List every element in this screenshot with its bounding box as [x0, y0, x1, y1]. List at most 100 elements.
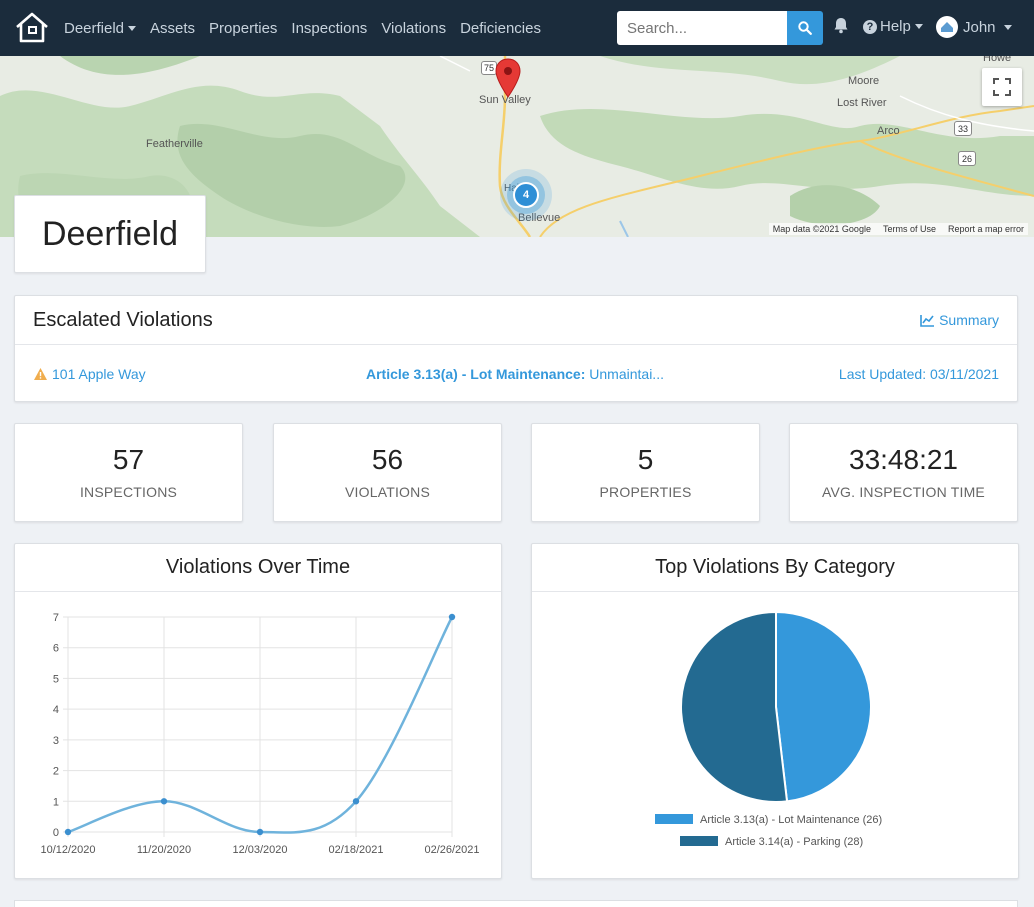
- map-place-label: Lost River: [837, 97, 887, 109]
- nav-item-label: Deficiencies: [460, 19, 541, 37]
- warning-icon: [34, 367, 47, 380]
- x-tick-label: 02/26/2021: [424, 844, 479, 856]
- violation-description: Unmaintai...: [589, 365, 664, 382]
- nav-item-label: Properties: [209, 19, 278, 37]
- violation-address: 101 Apple Way: [52, 365, 146, 382]
- card-title: Escalated Violations: [33, 308, 213, 331]
- route-shield: 26: [958, 151, 976, 166]
- question-circle-icon: ?: [863, 19, 877, 34]
- user-label: John: [963, 18, 996, 36]
- violations-over-time-card: Violations Over Time 0 1 2 3 4 5 6 7 10/12/2020 1…: [14, 543, 502, 879]
- map-cluster[interactable]: 4: [500, 169, 552, 221]
- pie-chart: Article 3.13(a) - Lot Maintenance (26) Ar…: [655, 610, 882, 848]
- nav-item-deficiencies[interactable]: Deficiencies: [460, 20, 541, 37]
- map-place-label: Bellevue: [518, 212, 561, 224]
- summary-label: Summary: [939, 312, 999, 328]
- escalated-violations-card: Escalated Violations Summary 101 Apple W…: [14, 295, 1018, 402]
- stat-label: AVG. INSPECTION TIME: [822, 484, 985, 500]
- map-place-label: Sun Valley: [479, 94, 531, 106]
- search-bar: [617, 11, 823, 45]
- map-footer: Map data ©2021 Google Terms of Use Repor…: [768, 223, 1028, 235]
- route-shield: 33: [954, 121, 972, 136]
- bell-icon[interactable]: [832, 16, 850, 34]
- user-menu[interactable]: John: [936, 16, 1012, 38]
- x-tick-label: 11/20/2020: [137, 844, 191, 856]
- nav-item-label: Violations: [381, 19, 447, 37]
- stat-value: 5: [637, 444, 654, 475]
- stat-label: VIOLATIONS: [345, 484, 430, 500]
- page-title: Deerfield: [14, 195, 206, 273]
- chevron-down-icon: [1003, 24, 1012, 30]
- chevron-down-icon: [914, 24, 923, 29]
- pie-slice[interactable]: [775, 610, 872, 803]
- x-tick-label: 10/12/2020: [40, 844, 95, 856]
- map-place-label: Arco: [877, 125, 900, 137]
- violation-article: Article 3.13(a) - Lot Maintenance:: [366, 365, 586, 382]
- x-tick-label: 02/18/2021: [328, 844, 383, 856]
- nav-item-label: Assets: [150, 19, 196, 37]
- nav-item-inspections[interactable]: Inspections: [291, 20, 367, 37]
- y-tick-label: 4: [53, 704, 59, 716]
- line-chart: 0 1 2 3 4 5 6 7 10/12/2020 11/20/2020 12/03/2020 02…: [40, 612, 479, 856]
- fullscreen-button[interactable]: [982, 68, 1022, 106]
- x-tick-label: 12/03/2020: [232, 844, 287, 856]
- terms-link[interactable]: Terms of Use: [882, 224, 936, 234]
- legend-label: Article 3.13(a) - Lot Maintenance (26): [700, 814, 882, 826]
- y-tick-label: 7: [53, 612, 59, 624]
- data-point[interactable]: [352, 798, 360, 805]
- stat-card-avg-inspection-time: 33:48:21 AVG. INSPECTION TIME: [789, 423, 1018, 522]
- map-place-label: Howe: [983, 56, 1012, 64]
- violation-row[interactable]: 101 Apple Way Article 3.13(a) - Lot Main…: [15, 345, 1017, 402]
- nav-item-violations[interactable]: Violations: [381, 20, 446, 37]
- help-menu[interactable]: ? Help: [863, 18, 923, 35]
- y-tick-label: 1: [53, 796, 59, 808]
- data-point[interactable]: [64, 828, 72, 836]
- stat-label: INSPECTIONS: [79, 484, 178, 500]
- report-map-error-link[interactable]: Report a map error: [947, 224, 1024, 234]
- chevron-down-icon: [128, 25, 137, 31]
- nav-menu: Deerfield Assets Properties Inspections Viol…: [64, 20, 555, 37]
- legend-swatch: [655, 814, 693, 824]
- search-icon: [798, 21, 812, 35]
- stat-card-violations: 56 VIOLATIONS: [273, 423, 502, 522]
- data-point[interactable]: [256, 828, 264, 836]
- nav-item-label: Deerfield: [64, 19, 125, 37]
- y-tick-label: 2: [53, 766, 59, 778]
- stat-card-inspections: 57 INSPECTIONS: [14, 423, 243, 522]
- legend-swatch: [680, 836, 718, 846]
- stat-value: 57: [112, 444, 145, 475]
- stat-card-properties: 5 PROPERTIES: [531, 423, 760, 522]
- data-point[interactable]: [160, 798, 168, 805]
- violation-article-link[interactable]: Article 3.13(a) - Lot Maintenance: Unmai…: [366, 366, 664, 382]
- search-button[interactable]: [787, 11, 823, 45]
- top-navbar: Deerfield Assets Properties Inspections Viol…: [0, 0, 1034, 56]
- violation-address-link[interactable]: 101 Apple Way: [33, 366, 146, 382]
- nav-item-properties[interactable]: Properties: [209, 20, 277, 37]
- y-tick-label: 6: [53, 643, 59, 655]
- map-pin-icon[interactable]: [494, 58, 522, 98]
- search-input[interactable]: [617, 11, 787, 45]
- map-data-credit: Map data ©2021 Google: [772, 224, 871, 234]
- legend-label: Article 3.14(a) - Parking (28): [725, 836, 863, 848]
- fullscreen-icon: [993, 78, 1011, 96]
- y-tick-label: 3: [53, 735, 59, 747]
- cluster-count: 4: [513, 182, 539, 208]
- nav-item-deerfield[interactable]: Deerfield: [64, 19, 137, 37]
- pie-slice[interactable]: [680, 610, 789, 803]
- stat-label: PROPERTIES: [599, 484, 692, 500]
- summary-link[interactable]: Summary: [920, 312, 999, 328]
- nav-item-label: Inspections: [291, 19, 368, 37]
- help-label: Help: [880, 18, 911, 35]
- y-tick-label: 5: [53, 673, 59, 685]
- stat-value: 56: [371, 444, 404, 475]
- series-line: [67, 616, 454, 834]
- chart-title: Violations Over Time: [15, 544, 501, 592]
- nav-item-assets[interactable]: Assets: [150, 20, 195, 37]
- home-logo-icon[interactable]: [14, 10, 50, 46]
- chart-title: Top Violations By Category: [532, 544, 1018, 592]
- top-violations-card: Top Violations By Category Article 3.13(…: [531, 543, 1019, 879]
- data-point[interactable]: [448, 613, 456, 621]
- y-tick-label: 0: [53, 827, 59, 839]
- card-header: Escalated Violations Summary: [15, 296, 1017, 345]
- last-updated: Last Updated: 03/11/2021: [838, 365, 999, 382]
